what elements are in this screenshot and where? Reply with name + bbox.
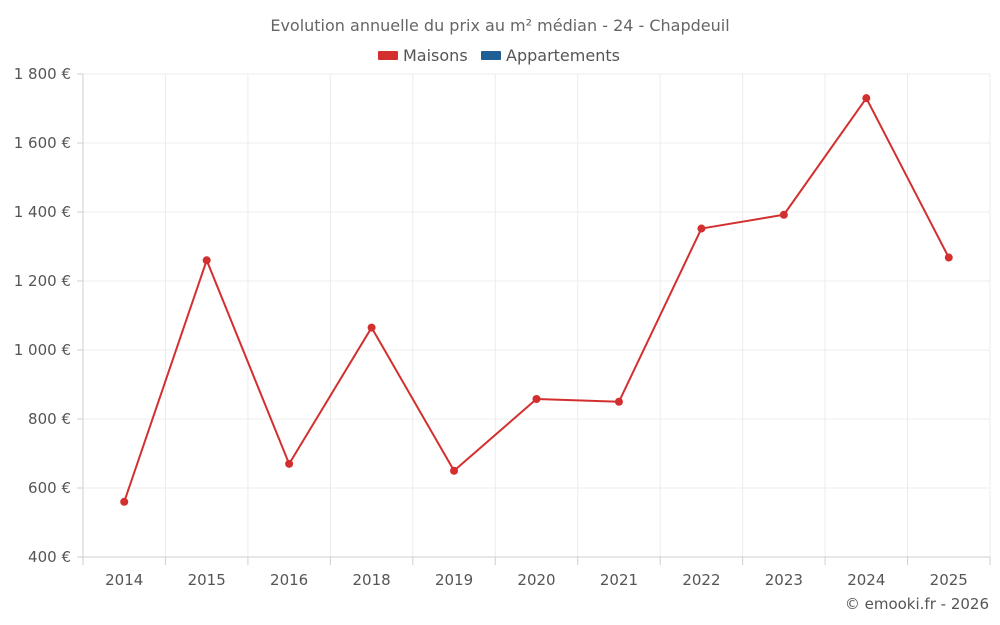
data-point[interactable] — [450, 466, 459, 475]
legend-label-maisons: Maisons — [403, 46, 468, 65]
x-tick-label: 2015 — [188, 571, 226, 589]
credit-text: © emooki.fr - 2026 — [845, 595, 989, 613]
data-point[interactable] — [862, 94, 871, 103]
legend-item-maisons[interactable]: Maisons — [378, 46, 468, 65]
legend-swatch-appartements — [481, 51, 501, 60]
y-tick-label: 800 € — [28, 410, 71, 428]
x-tick-label: 2016 — [270, 571, 308, 589]
y-tick-label: 1 400 € — [14, 203, 71, 221]
x-tick-label: 2024 — [847, 571, 885, 589]
legend-swatch-maisons — [378, 51, 398, 60]
x-tick-label: 2023 — [765, 571, 803, 589]
data-point[interactable] — [779, 210, 788, 219]
data-point[interactable] — [614, 397, 623, 406]
y-tick-label: 1 600 € — [14, 134, 71, 152]
data-point[interactable] — [367, 323, 376, 332]
axes — [77, 73, 991, 565]
x-tick-label: 2025 — [930, 571, 968, 589]
y-tick-label: 400 € — [28, 548, 71, 566]
y-tick-label: 1 200 € — [14, 272, 71, 290]
data-point[interactable] — [697, 224, 706, 233]
x-tick-label: 2021 — [600, 571, 638, 589]
series-maisons — [120, 94, 953, 506]
y-tick-label: 600 € — [28, 479, 71, 497]
x-tick-labels: 2014 2015 2016 2018 2019 2020 2021 2022 2023 2024… — [105, 571, 968, 589]
grid — [82, 73, 991, 557]
x-tick-label: 2018 — [352, 571, 390, 589]
y-tick-label: 1 800 € — [14, 65, 71, 83]
chart-title: Evolution annuelle du prix au m² médian … — [270, 16, 729, 35]
x-tick-label: 2022 — [682, 571, 720, 589]
data-point[interactable] — [285, 459, 294, 468]
x-tick-label: 2014 — [105, 571, 143, 589]
data-point[interactable] — [202, 256, 211, 265]
data-point[interactable] — [944, 253, 953, 262]
data-point[interactable] — [532, 394, 541, 403]
legend-label-appartements: Appartements — [506, 46, 620, 65]
x-tick-label: 2019 — [435, 571, 473, 589]
x-tick-label: 2020 — [517, 571, 555, 589]
y-tick-label: 1 000 € — [14, 341, 71, 359]
legend-item-appartements[interactable]: Appartements — [481, 46, 620, 65]
y-tick-labels: 1 800 € 1 600 € 1 400 € 1 200 € 1 000 € 800 €… — [14, 65, 71, 566]
data-point[interactable] — [120, 497, 129, 506]
legend: Maisons Appartements — [378, 46, 620, 65]
